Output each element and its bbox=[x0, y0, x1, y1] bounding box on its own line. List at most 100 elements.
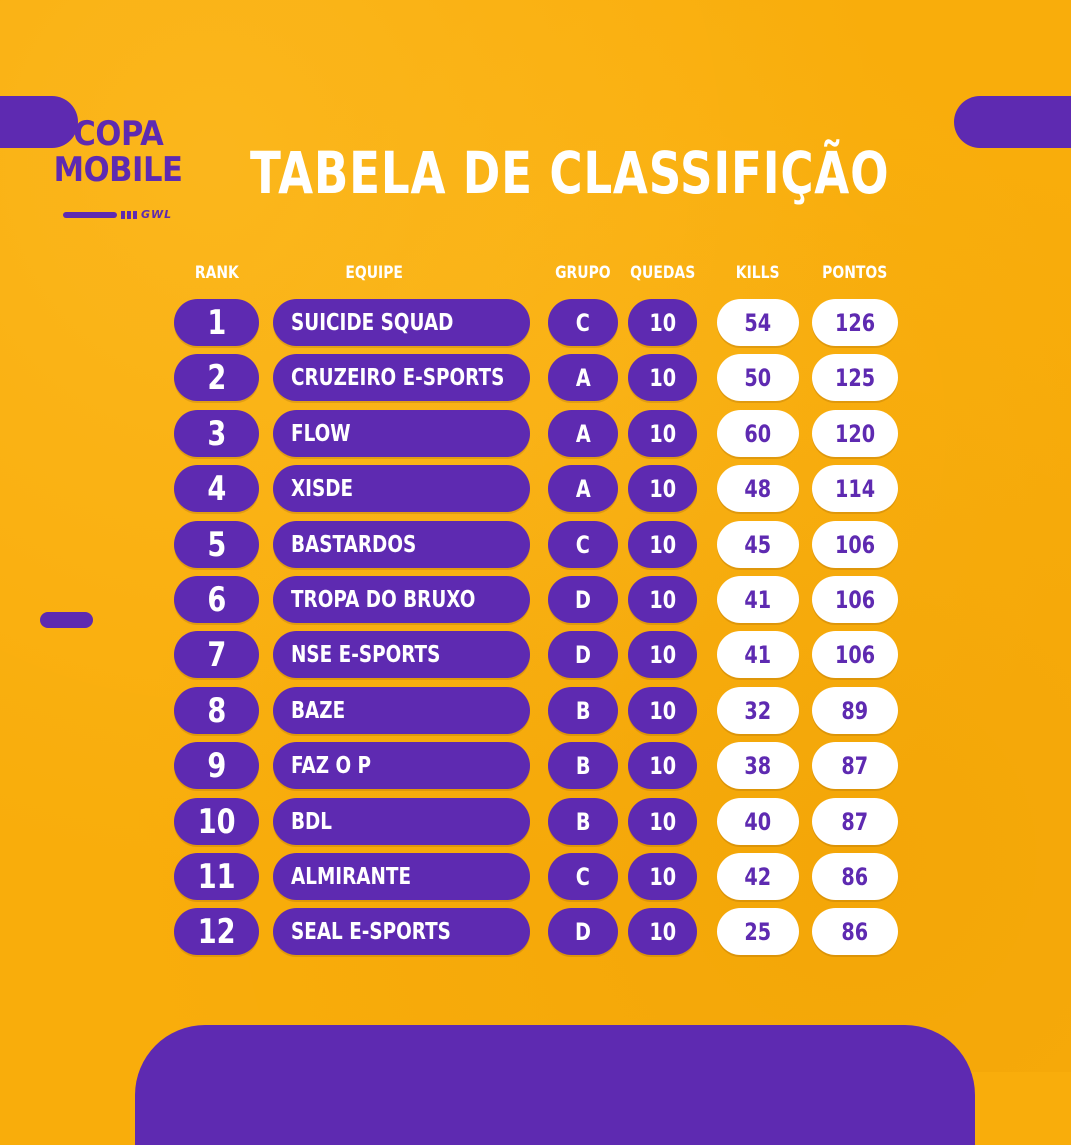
rank-cell-text: 4 bbox=[207, 468, 226, 509]
drops-cell-text: 10 bbox=[649, 751, 676, 780]
group-cell: C bbox=[548, 521, 618, 568]
rank-cell-text: 10 bbox=[197, 801, 236, 842]
drops-cell-text: 10 bbox=[649, 640, 676, 669]
rank-cell: 2 bbox=[174, 354, 259, 401]
kills-cell-text: 41 bbox=[744, 640, 772, 669]
team-name-cell: XISDE bbox=[273, 465, 530, 512]
drops-cell: 10 bbox=[628, 576, 697, 623]
kills-cell: 41 bbox=[717, 576, 799, 623]
rank-cell: 8 bbox=[174, 687, 259, 734]
logo-underline: GWL bbox=[63, 208, 171, 221]
drops-cell: 10 bbox=[628, 410, 697, 457]
group-cell-text: D bbox=[575, 640, 591, 669]
drops-cell-text: 10 bbox=[649, 419, 676, 448]
drops-cell: 10 bbox=[628, 354, 697, 401]
group-cell-text: A bbox=[575, 363, 591, 392]
kills-cell-text: 48 bbox=[744, 474, 772, 503]
rank-cell-text: 11 bbox=[197, 856, 236, 897]
points-cell: 125 bbox=[812, 354, 898, 401]
team-name-cell-text: BAZE bbox=[291, 697, 346, 724]
rank-cell-text: 3 bbox=[207, 413, 226, 454]
kills-cell: 41 bbox=[717, 631, 799, 678]
copa-mobile-logo: COPA MOBILE GWL bbox=[50, 116, 190, 221]
drops-cell: 10 bbox=[628, 465, 697, 512]
points-cell-text: 106 bbox=[834, 640, 876, 669]
drops-cell: 10 bbox=[628, 742, 697, 789]
rank-cell: 10 bbox=[174, 798, 259, 845]
team-name-cell-text: FLOW bbox=[291, 420, 351, 447]
rank-cell: 1 bbox=[174, 299, 259, 346]
drops-cell-text: 10 bbox=[649, 585, 676, 614]
group-cell-text: D bbox=[575, 585, 591, 614]
drops-cell-text: 10 bbox=[649, 474, 676, 503]
rank-cell: 7 bbox=[174, 631, 259, 678]
group-cell-text: A bbox=[575, 419, 591, 448]
group-cell: A bbox=[548, 354, 618, 401]
kills-cell: 42 bbox=[717, 853, 799, 900]
group-cell-text: D bbox=[575, 917, 591, 946]
decorative-bar-top-left bbox=[0, 96, 78, 148]
drops-cell-text: 10 bbox=[649, 807, 676, 836]
rank-cell-text: 1 bbox=[207, 302, 226, 343]
points-cell: 87 bbox=[812, 742, 898, 789]
kills-cell: 45 bbox=[717, 521, 799, 568]
points-cell-text: 87 bbox=[841, 807, 869, 836]
rank-cell: 5 bbox=[174, 521, 259, 568]
rank-cell-text: 2 bbox=[207, 357, 226, 398]
rank-cell-text: 7 bbox=[207, 634, 226, 675]
decorative-dash-left bbox=[40, 612, 93, 628]
kills-cell-text: 60 bbox=[744, 419, 772, 448]
group-cell: D bbox=[548, 631, 618, 678]
kills-cell-text: 42 bbox=[744, 862, 772, 891]
points-cell: 126 bbox=[812, 299, 898, 346]
points-cell: 106 bbox=[812, 576, 898, 623]
column-header-kills: KILLS bbox=[736, 263, 780, 283]
rank-cell-text: 9 bbox=[207, 745, 226, 786]
team-name-cell-text: SUICIDE SQUAD bbox=[291, 309, 454, 336]
rank-cell-text: 8 bbox=[207, 690, 226, 731]
rank-cell-text: 6 bbox=[207, 579, 226, 620]
column-header-team: EQUIPE bbox=[345, 263, 404, 283]
kills-cell-text: 41 bbox=[744, 585, 772, 614]
drops-cell: 10 bbox=[628, 521, 697, 568]
team-name-cell: BASTARDOS bbox=[273, 521, 530, 568]
points-cell: 106 bbox=[812, 521, 898, 568]
points-cell-text: 86 bbox=[841, 917, 869, 946]
rank-cell: 6 bbox=[174, 576, 259, 623]
points-cell-text: 106 bbox=[834, 585, 876, 614]
group-cell: C bbox=[548, 299, 618, 346]
drops-cell: 10 bbox=[628, 908, 697, 955]
drops-cell-text: 10 bbox=[649, 530, 676, 559]
points-cell-text: 87 bbox=[841, 751, 869, 780]
drops-cell-text: 10 bbox=[649, 308, 676, 337]
logo-gwl-tag: GWL bbox=[141, 208, 173, 221]
points-cell: 114 bbox=[812, 465, 898, 512]
drops-cell-text: 10 bbox=[649, 862, 676, 891]
group-cell: D bbox=[548, 908, 618, 955]
group-cell-text: B bbox=[575, 696, 591, 725]
kills-cell-text: 32 bbox=[744, 696, 772, 725]
drops-cell: 10 bbox=[628, 299, 697, 346]
points-cell: 106 bbox=[812, 631, 898, 678]
group-cell: A bbox=[548, 465, 618, 512]
points-cell: 120 bbox=[812, 410, 898, 457]
rank-cell: 9 bbox=[174, 742, 259, 789]
group-cell-text: A bbox=[575, 474, 591, 503]
group-cell-text: C bbox=[575, 530, 591, 559]
column-header-drops: QUEDAS bbox=[630, 263, 696, 283]
group-cell: B bbox=[548, 798, 618, 845]
group-cell: A bbox=[548, 410, 618, 457]
column-header-points: PONTOS bbox=[822, 263, 888, 283]
kills-cell-text: 45 bbox=[744, 530, 772, 559]
drops-cell: 10 bbox=[628, 687, 697, 734]
group-cell: D bbox=[548, 576, 618, 623]
points-cell: 86 bbox=[812, 908, 898, 955]
kills-cell: 60 bbox=[717, 410, 799, 457]
group-cell: B bbox=[548, 687, 618, 734]
drops-cell: 10 bbox=[628, 853, 697, 900]
points-cell-text: 89 bbox=[841, 696, 869, 725]
kills-cell-text: 40 bbox=[744, 807, 772, 836]
team-name-cell: FLOW bbox=[273, 410, 530, 457]
team-name-cell: TROPA DO BRUXO bbox=[273, 576, 530, 623]
logo-text-mobile: MOBILE bbox=[53, 150, 183, 190]
